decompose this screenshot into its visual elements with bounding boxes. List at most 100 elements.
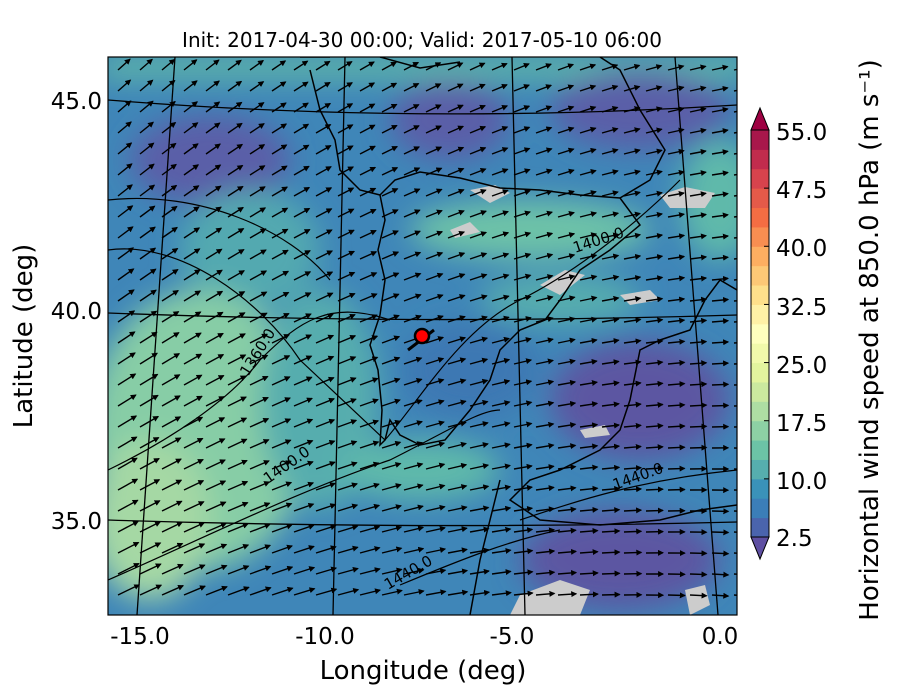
wind-arrow	[205, 227, 223, 239]
wind-arrow	[359, 82, 376, 92]
colorbar	[750, 106, 770, 561]
wind-arrow	[425, 525, 446, 533]
colorbar-label: Horizontal wind speed at 850.0 hPa (m s⁻…	[855, 59, 885, 620]
wind-arrow	[359, 440, 380, 449]
wind-arrow	[205, 311, 224, 323]
wind-arrow	[447, 589, 469, 596]
colorbar-tick-label: 17.5	[776, 411, 827, 437]
wind-arrow	[645, 64, 663, 71]
wind-arrow	[623, 317, 642, 324]
wind-arrow	[227, 291, 246, 302]
wind-arrow	[249, 523, 271, 533]
wind-arrow	[403, 483, 424, 491]
wind-arrow	[249, 460, 270, 470]
wind-arrow	[139, 415, 160, 428]
wind-arrow	[535, 358, 554, 365]
wind-arrow	[491, 83, 508, 92]
wind-arrow	[513, 126, 531, 134]
wind-arrow	[579, 443, 599, 450]
wind-arrow	[601, 148, 619, 155]
wind-arrow	[249, 123, 265, 134]
wind-arrow	[469, 294, 488, 302]
wind-arrow	[249, 60, 265, 71]
wind-arrow	[337, 377, 357, 386]
wind-arrow	[645, 296, 664, 303]
wind-arrow	[359, 419, 380, 428]
wind-arrow	[557, 464, 577, 471]
wind-arrow	[403, 125, 420, 134]
wind-arrow	[205, 417, 226, 428]
wind-arrow	[711, 592, 730, 599]
wind-arrow	[403, 462, 424, 470]
wind-arrow	[293, 81, 309, 92]
wind-arrow	[205, 353, 225, 365]
wind-arrow	[249, 291, 268, 302]
wind-arrow	[711, 85, 729, 92]
wind-arrow	[447, 104, 464, 113]
wind-arrow	[557, 126, 575, 134]
wind-arrow	[337, 587, 360, 596]
wind-arrow	[491, 273, 510, 281]
wind-arrow	[315, 81, 331, 92]
wind-arrow	[447, 252, 466, 260]
wind-arrow	[315, 166, 332, 176]
wind-arrow	[513, 463, 533, 470]
wind-arrow	[403, 82, 420, 92]
wind-arrow	[315, 60, 331, 71]
wind-arrow	[491, 400, 511, 407]
wind-arrow	[205, 80, 220, 92]
wind-arrow	[161, 353, 181, 365]
wind-arrow	[139, 479, 161, 491]
x-axis-label: Longitude (deg)	[320, 656, 527, 686]
wind-arrow	[623, 528, 643, 535]
wind-arrow	[491, 231, 510, 239]
wind-arrow	[447, 547, 468, 554]
wind-arrow	[381, 440, 402, 449]
wind-arrow	[381, 293, 400, 302]
wind-arrow	[381, 546, 403, 554]
wind-arrow	[623, 169, 641, 176]
wind-arrow	[183, 585, 206, 596]
wind-arrow	[711, 170, 729, 177]
colorbar-bin	[751, 517, 769, 538]
wind-arrow	[227, 565, 250, 575]
wind-arrow	[293, 292, 312, 302]
wind-arrow	[183, 290, 202, 302]
wind-arrow	[447, 505, 468, 512]
wind-arrow	[601, 295, 620, 302]
wind-arrow	[183, 164, 200, 176]
wind-arrow	[645, 465, 664, 472]
wind-arrow	[139, 310, 158, 323]
wind-arrow	[337, 461, 358, 470]
wind-arrow	[139, 268, 157, 281]
wind-arrow	[117, 58, 131, 71]
wind-arrow	[667, 317, 686, 324]
wind-arrow	[139, 394, 159, 407]
wind-arrow	[711, 550, 730, 557]
wind-arrow	[381, 230, 399, 239]
colorbar-bin	[751, 285, 769, 305]
colorbar-bin	[751, 362, 769, 383]
wind-arrow	[205, 543, 228, 554]
wind-arrow	[161, 100, 176, 113]
wind-arrow	[315, 545, 337, 554]
wind-arrow	[337, 334, 357, 344]
wind-arrow	[447, 526, 468, 533]
wind-arrow	[359, 272, 378, 281]
wind-arrow	[271, 270, 290, 281]
wind-arrow	[337, 398, 357, 407]
wind-arrow	[447, 188, 465, 197]
plot-frame	[107, 56, 738, 616]
wind-arrow	[359, 251, 378, 260]
wind-arrow	[205, 396, 225, 407]
wind-arrow	[293, 144, 310, 155]
y-tick-label: 40.0	[51, 299, 102, 325]
wind-arrow	[183, 353, 203, 365]
wind-arrow	[337, 503, 359, 512]
colorbar-bin	[751, 168, 769, 189]
wind-arrow	[689, 402, 708, 409]
wind-arrow	[403, 546, 425, 554]
wind-arrow	[579, 105, 597, 113]
wind-arrow	[249, 396, 269, 407]
wind-arrow	[293, 523, 315, 533]
